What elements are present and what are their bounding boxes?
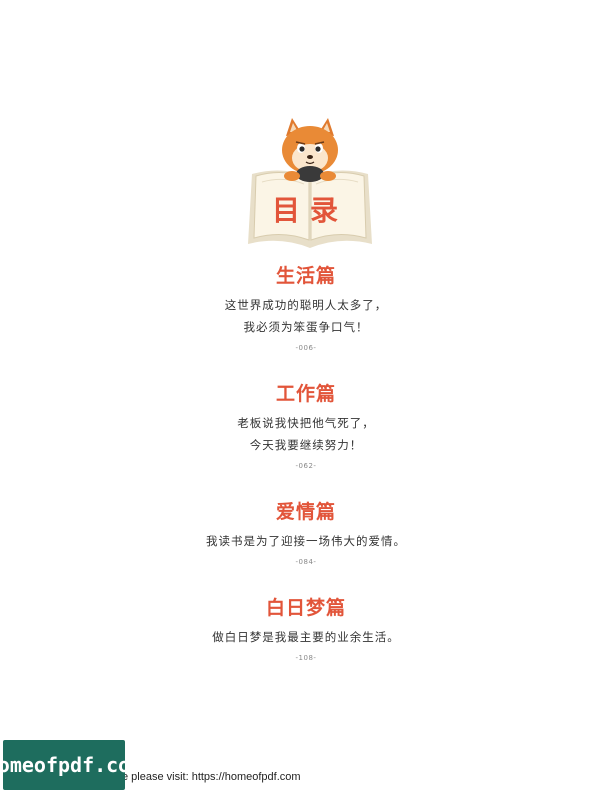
- page-number: -006-: [295, 344, 317, 352]
- toc-section-life[interactable]: 生活篇 这世界成功的聪明人太多了， 我必须为笨蛋争口气！ -006-: [0, 264, 612, 356]
- toc-section-daydream[interactable]: 白日梦篇 做白日梦是我最主要的业余生活。 -108-: [0, 596, 612, 666]
- page-number: -062-: [295, 462, 317, 470]
- section-description-line: 我必须为笨蛋争口气！: [243, 320, 369, 334]
- dog-book-svg: 目录: [248, 118, 372, 248]
- section-description-line: 我读书是为了迎接一场伟大的爱情。: [206, 534, 406, 548]
- footer-visit-text[interactable]: e please visit: https://homeofpdf.com: [122, 771, 301, 783]
- section-description-line: 做白日梦是我最主要的业余生活。: [212, 630, 400, 644]
- section-description-line: 老板说我快把他气死了，: [237, 416, 375, 430]
- section-title: 工作篇: [275, 383, 336, 405]
- section-description-line: 今天我要继续努力！: [249, 438, 363, 452]
- section-title: 生活篇: [275, 265, 336, 287]
- page-number: -108-: [295, 654, 317, 662]
- toc-section-love[interactable]: 爱情篇 我读书是为了迎接一场伟大的爱情。 -084-: [0, 500, 612, 570]
- book-heading: 目录: [272, 194, 348, 227]
- section-description-line: 这世界成功的聪明人太多了，: [224, 298, 388, 312]
- page-number: -084-: [295, 558, 317, 566]
- section-title: 白日梦篇: [265, 597, 346, 619]
- homeofpdf-logo-badge[interactable]: homeofpdf.com: [0, 740, 142, 790]
- dog-book-illustration: 目录: [246, 116, 374, 252]
- section-title: 爱情篇: [275, 501, 336, 523]
- toc-section-work[interactable]: 工作篇 老板说我快把他气死了， 今天我要继续努力！ -062-: [0, 382, 612, 474]
